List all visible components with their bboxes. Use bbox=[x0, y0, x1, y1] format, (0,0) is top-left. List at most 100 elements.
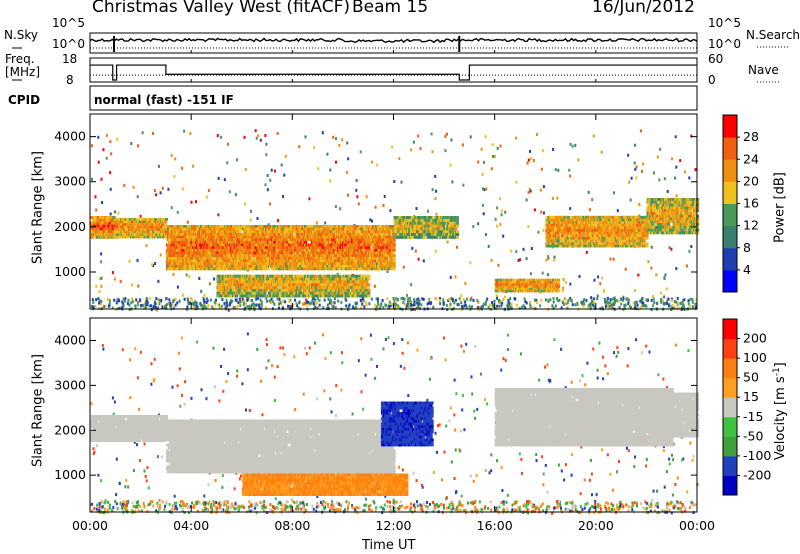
power-ground-cell bbox=[380, 304, 382, 307]
power-ground-cell bbox=[549, 298, 551, 301]
power-noise-cell bbox=[410, 148, 412, 151]
power-noise-cell bbox=[528, 159, 530, 162]
power-ground-cell bbox=[255, 298, 257, 301]
power-ground-cell bbox=[420, 303, 422, 306]
power-noise-cell bbox=[137, 144, 139, 147]
power-ground-cell bbox=[160, 299, 162, 302]
power-ground-cell bbox=[501, 302, 503, 305]
power-noise-cell bbox=[266, 143, 268, 146]
power-ground-cell bbox=[439, 299, 441, 302]
power-noise-cell bbox=[651, 246, 653, 249]
power-ground-cell bbox=[282, 300, 284, 303]
power-band-2-cell bbox=[380, 233, 383, 236]
power-noise-cell bbox=[110, 152, 112, 155]
power-noise-cell bbox=[317, 167, 319, 170]
power-noise-cell bbox=[432, 188, 434, 191]
power-noise-cell bbox=[154, 189, 156, 192]
power-ground-cell bbox=[553, 297, 555, 300]
power-band-2-cell bbox=[326, 246, 329, 249]
power-ground-cell bbox=[452, 298, 454, 301]
power-noise-cell bbox=[500, 145, 502, 148]
power-band-1-cell bbox=[161, 223, 164, 226]
power-noise-cell bbox=[267, 174, 269, 177]
power-ground-cell bbox=[277, 298, 279, 301]
power-ground-cell bbox=[570, 299, 572, 302]
power-band-2-cell bbox=[203, 260, 206, 263]
power-ground-cell bbox=[150, 304, 152, 307]
power-noise-cell bbox=[498, 264, 500, 267]
power-ground-cell bbox=[123, 298, 125, 301]
power-noise-cell bbox=[236, 158, 238, 161]
power-noise-cell bbox=[553, 259, 555, 262]
power-noise-cell bbox=[160, 253, 162, 256]
power-noise-cell bbox=[534, 208, 536, 211]
power-band-1-cell bbox=[165, 218, 168, 221]
power-noise-cell bbox=[617, 209, 619, 212]
power-ground-cell bbox=[246, 299, 248, 302]
power-ground-cell bbox=[459, 297, 461, 300]
power-ground-cell bbox=[409, 299, 411, 302]
power-ground-cell bbox=[246, 305, 248, 308]
power-noise-cell bbox=[530, 190, 532, 193]
power-noise-cell bbox=[497, 147, 499, 150]
power-noise-cell bbox=[462, 143, 464, 146]
power-ground-cell bbox=[299, 301, 301, 304]
power-ground-cell bbox=[510, 306, 512, 309]
power-noise-cell bbox=[220, 136, 222, 139]
power-ground-cell bbox=[368, 302, 370, 305]
power-ground-cell bbox=[214, 301, 216, 304]
power-ground-cell bbox=[688, 299, 690, 302]
power-noise-cell bbox=[264, 134, 266, 137]
power-noise-cell bbox=[274, 170, 276, 173]
power-ground-cell bbox=[287, 305, 289, 308]
power-noise-cell bbox=[543, 212, 545, 215]
power-ground-cell bbox=[146, 300, 148, 303]
power-noise-cell bbox=[650, 267, 652, 270]
power-band-2-cell bbox=[225, 262, 228, 265]
power-noise-cell bbox=[634, 162, 636, 165]
power-ground-cell bbox=[284, 300, 286, 303]
power-band-2-cell bbox=[342, 233, 345, 236]
power-band-2-cell bbox=[378, 257, 381, 260]
power-noise-cell bbox=[491, 167, 493, 170]
power-noise-cell bbox=[666, 288, 668, 291]
power-noise-cell bbox=[542, 149, 544, 152]
power-noise-cell bbox=[447, 241, 449, 244]
power-ground-cell bbox=[92, 301, 94, 304]
power-noise-cell bbox=[244, 136, 246, 139]
power-band-2-cell bbox=[298, 246, 301, 249]
power-ground-cell bbox=[413, 303, 415, 306]
power-band-2-cell bbox=[179, 262, 182, 265]
power-ground-cell bbox=[407, 297, 409, 300]
power-noise-cell bbox=[554, 256, 556, 259]
power-ground-cell bbox=[576, 303, 578, 306]
power-noise-cell bbox=[162, 187, 164, 190]
power-ground-cell bbox=[168, 298, 170, 301]
power-band-1-cell bbox=[138, 236, 141, 239]
power-noise-cell bbox=[563, 278, 565, 281]
power-noise-cell bbox=[686, 265, 688, 268]
power-noise-cell bbox=[137, 195, 139, 198]
power-ground-cell bbox=[146, 303, 148, 306]
power-noise-cell bbox=[562, 289, 564, 292]
power-noise-cell bbox=[355, 189, 357, 192]
power-band-0-cell bbox=[108, 230, 111, 233]
power-noise-cell bbox=[358, 202, 360, 205]
power-ground-cell bbox=[610, 298, 612, 301]
power-noise-cell bbox=[97, 136, 99, 139]
power-ground-cell bbox=[442, 298, 444, 301]
power-ground-cell bbox=[272, 300, 274, 303]
power-noise-cell bbox=[366, 195, 368, 198]
power-noise-cell bbox=[106, 157, 108, 160]
power-ground-cell bbox=[256, 304, 258, 307]
power-noise-cell bbox=[282, 195, 284, 198]
power-noise-cell bbox=[675, 135, 677, 138]
power-band-2-cell bbox=[238, 230, 241, 233]
power-ground-cell bbox=[371, 298, 373, 301]
power-noise-cell bbox=[676, 194, 678, 197]
power-band-2-cell bbox=[325, 257, 328, 260]
power-noise-cell bbox=[664, 277, 666, 280]
power-ground-cell bbox=[226, 299, 228, 302]
power-ground-cell bbox=[121, 301, 123, 304]
power-noise-cell bbox=[634, 144, 636, 147]
